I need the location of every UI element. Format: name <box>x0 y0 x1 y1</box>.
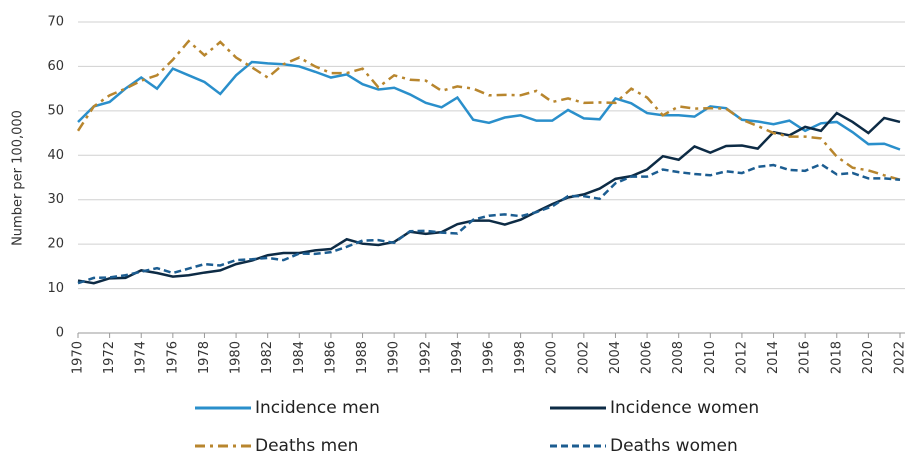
x-tick-label: 2020 <box>861 341 876 374</box>
x-tick-label: 1990 <box>387 341 402 374</box>
y-tick-label: 70 <box>47 15 64 30</box>
x-tick-label: 1996 <box>482 341 497 374</box>
legend-label: Incidence women <box>610 398 759 418</box>
y-tick-label: 10 <box>47 281 64 296</box>
x-tick-label: 1998 <box>513 341 528 374</box>
x-tick-label: 2000 <box>545 341 560 374</box>
y-tick-label: 0 <box>56 326 64 341</box>
legend-label: Deaths women <box>610 436 738 456</box>
series-line <box>77 111 901 285</box>
series-line <box>76 39 901 181</box>
x-tick-label: 2008 <box>671 341 686 374</box>
y-tick-label: 60 <box>47 59 64 74</box>
x-tick-label: 2016 <box>798 341 813 374</box>
x-tick-label: 2014 <box>766 341 781 374</box>
y-tick-label: 30 <box>47 192 64 207</box>
x-tick-label: 1988 <box>355 341 370 374</box>
x-tick-label: 1974 <box>134 341 149 374</box>
x-tick-label: 2004 <box>608 341 623 374</box>
series-line <box>77 162 901 285</box>
legend-label: Deaths men <box>255 436 358 456</box>
x-tick-label: 1984 <box>292 341 307 374</box>
x-tick-label: 2022 <box>893 341 905 374</box>
x-tick-label: 2012 <box>734 341 749 374</box>
legend-label: Incidence men <box>255 398 380 418</box>
x-tick-label: 2010 <box>703 341 718 374</box>
x-tick-label: 1970 <box>71 341 86 374</box>
x-tick-label: 2002 <box>576 341 591 374</box>
x-tick-label: 2006 <box>640 341 655 374</box>
y-tick-label: 40 <box>47 148 64 163</box>
x-tick-label: 1992 <box>418 341 433 374</box>
y-tick-label: 50 <box>47 103 64 118</box>
y-tick-label: 20 <box>47 237 64 252</box>
x-tick-label: 1982 <box>260 341 275 374</box>
x-tick-label: 1978 <box>197 341 212 374</box>
y-axis-label: Number per 100,000 <box>11 110 26 246</box>
series-line <box>77 60 901 151</box>
x-tick-label: 1986 <box>323 341 338 374</box>
x-tick-label: 1976 <box>165 341 180 374</box>
x-tick-label: 1972 <box>102 341 117 374</box>
x-tick-label: 1994 <box>450 341 465 374</box>
x-tick-label: 2018 <box>829 341 844 374</box>
x-tick-label: 1980 <box>229 341 244 374</box>
